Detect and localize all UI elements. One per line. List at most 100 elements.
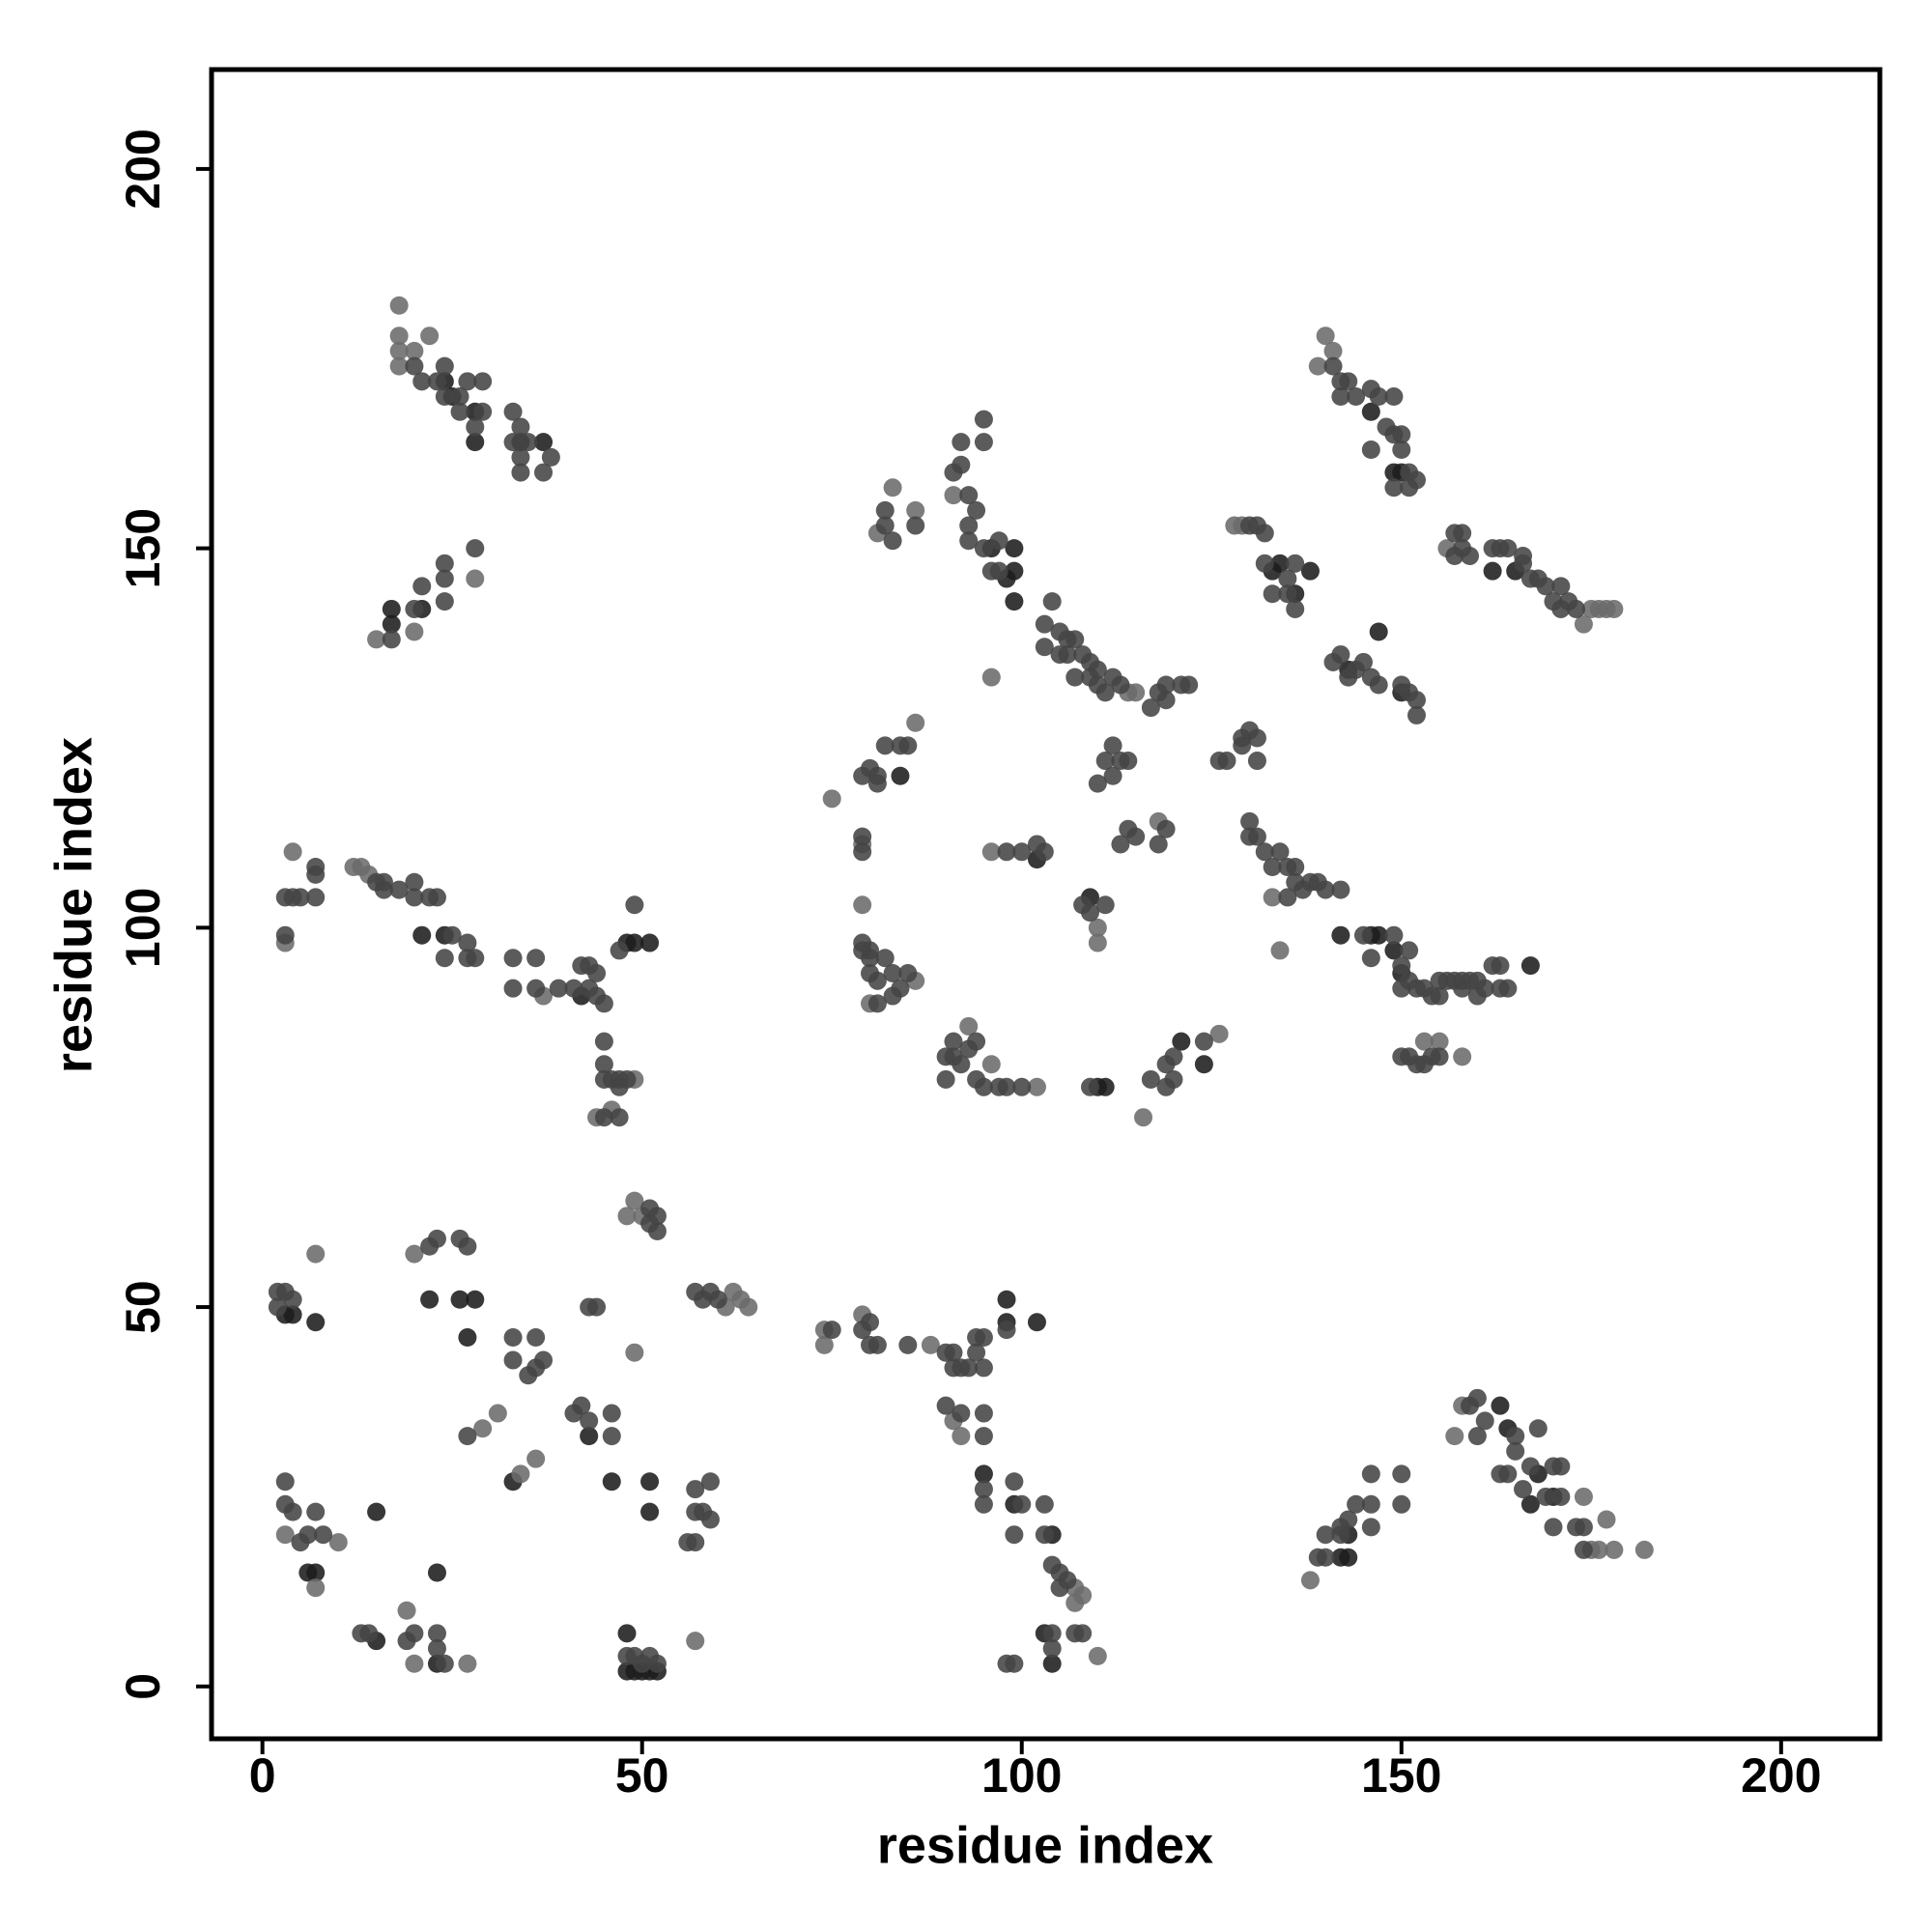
point	[1384, 478, 1404, 497]
point-series	[1323, 356, 1586, 618]
point	[1088, 774, 1107, 793]
point	[1149, 835, 1168, 854]
point	[503, 949, 523, 968]
point	[458, 1654, 477, 1673]
point	[420, 1290, 440, 1309]
point	[647, 1222, 667, 1241]
point	[1461, 546, 1480, 565]
point	[306, 1563, 326, 1582]
point	[944, 1032, 963, 1051]
point	[883, 531, 902, 551]
point	[412, 925, 432, 945]
point	[1111, 835, 1130, 854]
point	[1027, 1313, 1046, 1332]
point	[1270, 941, 1290, 960]
point	[450, 1290, 469, 1309]
point	[1247, 752, 1266, 771]
point	[875, 949, 895, 968]
point	[587, 963, 607, 982]
point	[1286, 554, 1305, 573]
point	[1551, 577, 1571, 596]
point	[1520, 1494, 1540, 1514]
point	[275, 1525, 295, 1545]
point	[526, 949, 546, 968]
point	[511, 1464, 530, 1484]
point	[921, 1335, 940, 1354]
point	[427, 1639, 446, 1659]
point	[1217, 752, 1236, 771]
point	[511, 447, 530, 467]
point	[1088, 1646, 1107, 1665]
point	[435, 554, 454, 573]
point	[974, 1358, 993, 1378]
point	[936, 1069, 955, 1089]
point	[967, 1343, 986, 1362]
point	[640, 1472, 660, 1492]
point	[1012, 842, 1032, 862]
point	[686, 1632, 705, 1651]
point	[686, 1480, 705, 1499]
point	[1263, 858, 1282, 877]
point	[1384, 941, 1404, 960]
point	[594, 994, 613, 1013]
point	[594, 1055, 613, 1074]
point	[1347, 1494, 1366, 1514]
point	[1331, 387, 1350, 407]
point	[306, 1244, 326, 1264]
point	[898, 1335, 918, 1354]
point	[397, 1601, 416, 1620]
point	[1164, 1069, 1183, 1089]
point	[906, 500, 925, 520]
point	[1506, 1427, 1525, 1446]
point	[466, 569, 485, 588]
point	[466, 539, 485, 558]
point	[952, 1427, 971, 1446]
point	[306, 1502, 326, 1521]
point	[594, 1032, 613, 1051]
point	[1141, 698, 1160, 718]
point	[1406, 470, 1426, 490]
point	[1597, 1510, 1616, 1529]
point	[1605, 1540, 1624, 1559]
point	[534, 433, 554, 452]
point	[1392, 1494, 1411, 1514]
point	[1065, 630, 1085, 649]
point	[1520, 1457, 1540, 1476]
point	[1384, 925, 1404, 945]
point	[959, 531, 979, 551]
x-tick-label: 100	[981, 1748, 1062, 1803]
point	[1361, 1518, 1380, 1537]
point	[427, 372, 446, 391]
point	[466, 433, 485, 452]
point-series	[1308, 1388, 1593, 1567]
point	[1574, 614, 1593, 634]
point	[466, 1290, 485, 1309]
point	[1095, 895, 1115, 915]
point	[306, 1313, 326, 1332]
point	[1498, 539, 1518, 558]
point	[503, 979, 523, 998]
point	[526, 979, 546, 998]
point	[389, 296, 409, 315]
point	[1240, 811, 1260, 831]
point	[974, 1480, 993, 1499]
point	[587, 1297, 607, 1317]
point	[1453, 524, 1472, 543]
point	[594, 1108, 613, 1127]
y-tick-label: 100	[116, 888, 170, 968]
point	[1551, 1457, 1571, 1476]
point	[974, 1404, 993, 1423]
point	[967, 500, 986, 520]
point	[435, 1654, 454, 1673]
point	[1080, 903, 1099, 923]
point	[974, 1427, 993, 1446]
point	[1103, 766, 1122, 785]
point	[1369, 675, 1388, 695]
point	[1316, 1525, 1335, 1545]
point	[1209, 1024, 1229, 1043]
point-series	[268, 1199, 727, 1673]
point	[412, 372, 432, 391]
point	[1027, 1077, 1046, 1096]
point	[1353, 652, 1373, 671]
